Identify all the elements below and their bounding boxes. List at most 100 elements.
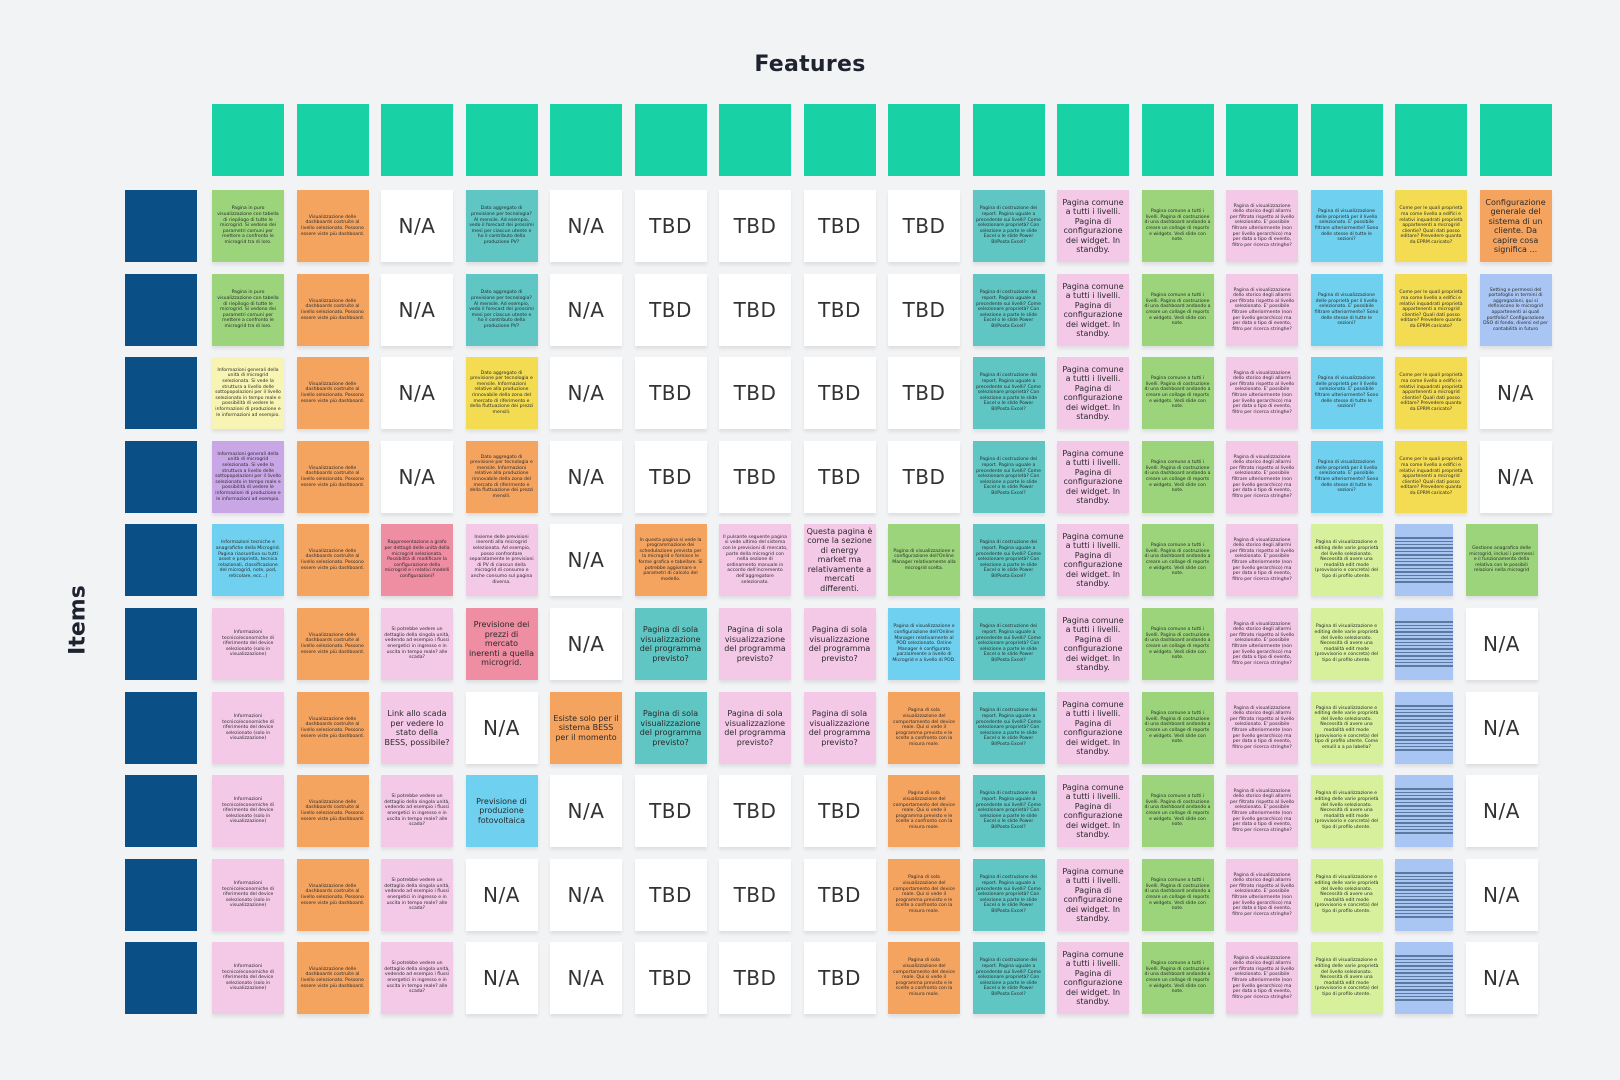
sticky-note[interactable]: Esiste solo per il sistema BESS per il m… [550, 692, 622, 764]
item-label-2[interactable] [125, 274, 197, 346]
sticky-note[interactable]: Pagina di visualizzazione e editing dell… [1310, 942, 1383, 1014]
sticky-note[interactable]: Pagina in puro visualizzazione con tabel… [212, 274, 284, 346]
feature-header-16[interactable] [1479, 104, 1552, 176]
sticky-note[interactable]: N/A [550, 441, 622, 513]
sticky-note[interactable]: Informazioni tecnico/economiche di rifer… [212, 608, 284, 680]
sticky-note[interactable]: N/A [1465, 859, 1538, 931]
feature-header-1[interactable] [212, 104, 284, 176]
sticky-note[interactable]: N/A [465, 859, 538, 931]
sticky-note[interactable]: Pagina di sola visualizzazione del progr… [719, 608, 791, 680]
sticky-note[interactable]: Visualizzazione delle dashboards costrui… [296, 441, 369, 513]
sticky-note[interactable]: Visualizzazione delle dashboards costrui… [296, 692, 369, 764]
sticky-note[interactable]: N/A [1479, 357, 1552, 429]
sticky-note[interactable]: Pagina di costruzione dei report. Pagina… [972, 775, 1045, 847]
sticky-note[interactable]: Pagina di sola visualizzazione del compo… [888, 692, 960, 764]
sticky-note[interactable]: Pagina di visualizzazione delle propriet… [1310, 441, 1383, 513]
sticky-note[interactable]: Pagina comune a tutti i livelli. Pagina … [1057, 775, 1129, 847]
sticky-note[interactable]: Pagina di costruzione dei report. Pagina… [972, 692, 1045, 764]
sticky-note[interactable]: Informazioni tecnico/economiche di rifer… [212, 942, 284, 1014]
sticky-note[interactable]: Pagina di visualizzazione e configurazio… [888, 524, 960, 596]
sticky-note[interactable]: Pagina comune a tutti i livelli. Pagina … [1141, 942, 1214, 1014]
feature-header-7[interactable] [719, 104, 791, 176]
sticky-note[interactable]: Informazioni generali della unità di mic… [212, 357, 284, 429]
sticky-note[interactable]: Visualizzazione delle dashboards costrui… [296, 942, 369, 1014]
sticky-note[interactable]: Visualizzazione delle dashboards costrui… [296, 357, 369, 429]
item-label-8[interactable] [125, 775, 197, 847]
sticky-note[interactable]: TBD [719, 859, 791, 931]
sticky-note[interactable]: Rappresentazione a grafo per dettagli de… [381, 524, 453, 596]
feature-header-8[interactable] [803, 104, 876, 176]
sticky-note[interactable]: TBD [803, 441, 876, 513]
sticky-note[interactable] [1395, 692, 1453, 764]
sticky-note[interactable]: Pagina di sola visualizzazione del compo… [888, 775, 960, 847]
feature-header-9[interactable] [888, 104, 960, 176]
feature-header-14[interactable] [1310, 104, 1383, 176]
item-label-7[interactable] [125, 692, 197, 764]
sticky-note[interactable]: Il pulsante seguente pagina si vede ulti… [719, 524, 791, 596]
sticky-note[interactable]: Informazioni generali della unità di mic… [212, 441, 284, 513]
sticky-note[interactable]: Pagina di sola visualizzazione del progr… [634, 608, 707, 680]
sticky-note[interactable]: Pagina di visualizzazione dello storico … [1226, 441, 1298, 513]
sticky-note[interactable]: Pagina comune a tutti i livelli. Pagina … [1141, 274, 1214, 346]
sticky-note[interactable]: Questa pagina è come la sezione di energ… [803, 524, 876, 596]
sticky-note[interactable]: Pagina di costruzione dei report. Pagina… [972, 190, 1045, 262]
sticky-note[interactable]: Pagina di visualizzazione dello storico … [1226, 859, 1298, 931]
sticky-note[interactable] [1395, 942, 1453, 1014]
sticky-note[interactable]: N/A [1465, 608, 1538, 680]
sticky-note[interactable]: Pagina di costruzione dei report. Pagina… [972, 357, 1045, 429]
sticky-note[interactable]: N/A [381, 441, 453, 513]
feature-header-10[interactable] [972, 104, 1045, 176]
sticky-note[interactable]: Si potrebbe vedere un dettaglio della si… [381, 608, 453, 680]
sticky-note[interactable]: Pagina di visualizzazione dello storico … [1226, 692, 1298, 764]
item-label-5[interactable] [125, 524, 197, 596]
sticky-note[interactable]: Pagina comune a tutti i livelli. Pagina … [1141, 357, 1214, 429]
sticky-note[interactable]: Visualizzazione delle dashboards costrui… [296, 775, 369, 847]
sticky-note[interactable]: Pagina di sola visualizzazione del compo… [888, 859, 960, 931]
sticky-note[interactable]: Pagina comune a tutti i livelli. Pagina … [1141, 692, 1214, 764]
sticky-note[interactable]: Link allo scada per vedere lo stato dell… [381, 692, 453, 764]
feature-header-12[interactable] [1141, 104, 1214, 176]
sticky-note[interactable]: TBD [634, 190, 707, 262]
sticky-note[interactable]: N/A [1479, 441, 1552, 513]
item-label-3[interactable] [125, 357, 197, 429]
sticky-note[interactable]: Pagina di costruzione dei report. Pagina… [972, 441, 1045, 513]
feature-header-3[interactable] [381, 104, 453, 176]
sticky-note[interactable]: TBD [719, 274, 791, 346]
sticky-note[interactable]: Pagina comune a tutti i livelli. Pagina … [1057, 274, 1129, 346]
feature-header-13[interactable] [1226, 104, 1298, 176]
sticky-note[interactable]: TBD [888, 190, 960, 262]
sticky-note[interactable]: Come per le quali proprietà ma come live… [1395, 357, 1467, 429]
feature-header-15[interactable] [1395, 104, 1467, 176]
sticky-note[interactable]: N/A [381, 274, 453, 346]
sticky-note[interactable]: TBD [634, 357, 707, 429]
sticky-note[interactable]: Pagina di sola visualizzazione del progr… [803, 608, 876, 680]
item-label-4[interactable] [125, 441, 197, 513]
sticky-note[interactable]: Pagina di visualizzazione dello storico … [1226, 524, 1298, 596]
sticky-note[interactable] [1395, 775, 1453, 847]
sticky-note[interactable]: Dato aggregato di previsione per tecnolo… [465, 441, 538, 513]
sticky-note[interactable]: Pagina di visualizzazione delle propriet… [1310, 190, 1383, 262]
sticky-note[interactable]: N/A [550, 524, 622, 596]
sticky-note[interactable]: TBD [634, 441, 707, 513]
sticky-note[interactable]: N/A [550, 357, 622, 429]
feature-header-11[interactable] [1057, 104, 1129, 176]
sticky-note[interactable] [1395, 524, 1453, 596]
sticky-note[interactable]: Pagina comune a tutti i livelli. Pagina … [1141, 441, 1214, 513]
sticky-note[interactable]: Visualizzazione delle dashboards costrui… [296, 274, 369, 346]
sticky-note[interactable]: Pagina di sola visualizzazione del progr… [719, 692, 791, 764]
item-label-6[interactable] [125, 608, 197, 680]
sticky-note[interactable]: Gestione anagrafica delle microgrid, inc… [1465, 524, 1538, 596]
sticky-note[interactable]: N/A [381, 190, 453, 262]
sticky-note[interactable]: Pagina di visualizzazione delle propriet… [1310, 274, 1383, 346]
sticky-note[interactable]: Pagina di costruzione dei report. Pagina… [972, 942, 1045, 1014]
sticky-note[interactable]: Pagina di costruzione dei report. Pagina… [972, 608, 1045, 680]
sticky-note[interactable]: Pagina di visualizzazione delle propriet… [1310, 357, 1383, 429]
sticky-note[interactable]: N/A [550, 274, 622, 346]
sticky-note[interactable]: Visualizzazione delle dashboards costrui… [296, 859, 369, 931]
sticky-note[interactable] [1395, 859, 1453, 931]
feature-header-5[interactable] [550, 104, 622, 176]
sticky-note[interactable]: Pagina di visualizzazione dello storico … [1226, 274, 1298, 346]
sticky-note[interactable]: Come per le quali proprietà ma come live… [1395, 190, 1467, 262]
sticky-note[interactable]: Si potrebbe vedere un dettaglio della si… [381, 775, 453, 847]
sticky-note[interactable]: Pagina di sola visualizzazione del compo… [888, 942, 960, 1014]
